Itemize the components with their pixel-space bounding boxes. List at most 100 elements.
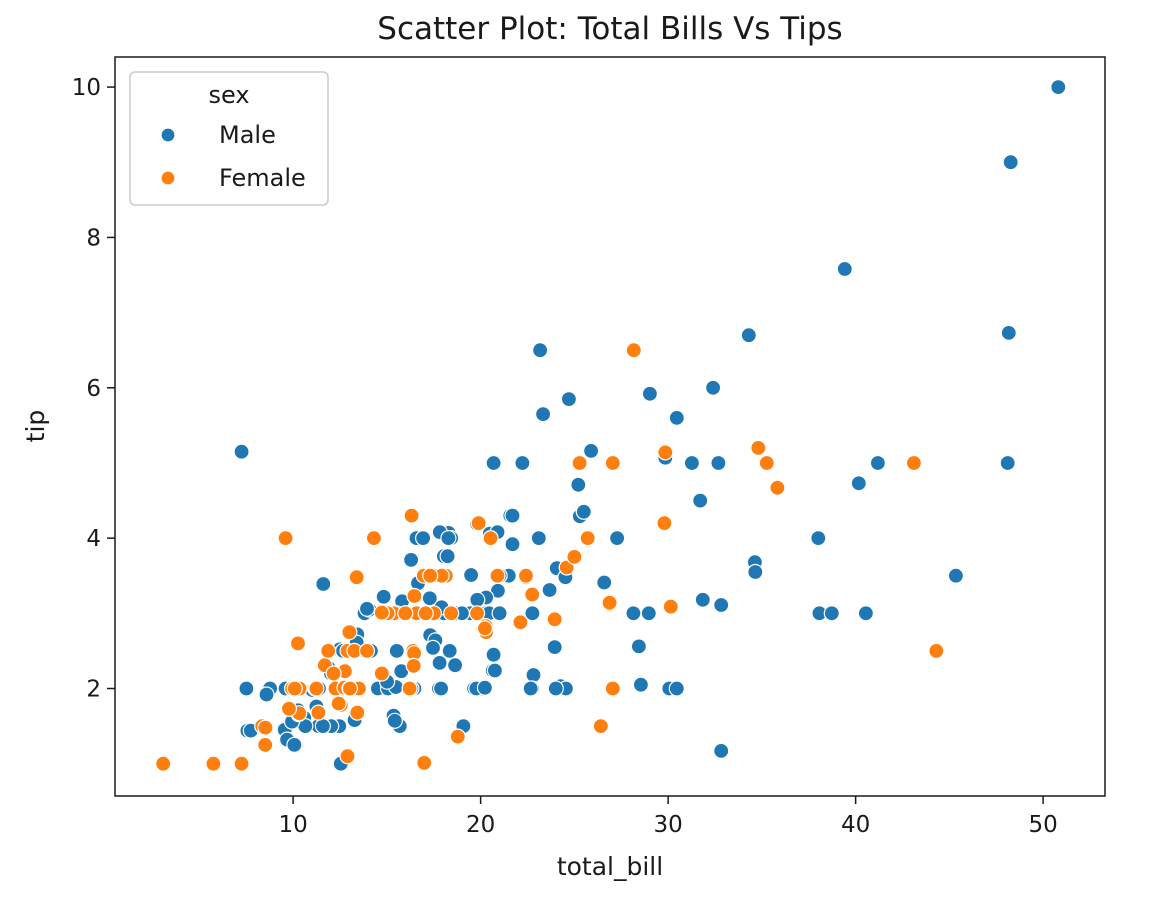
point-male: [1002, 154, 1019, 171]
point-female: [286, 680, 303, 697]
point-female: [308, 680, 325, 697]
y-tick-label: 10: [72, 75, 101, 101]
point-male: [424, 639, 442, 657]
point-female: [769, 479, 786, 496]
point-female: [482, 529, 499, 547]
point-female: [758, 454, 775, 472]
point-female: [339, 748, 356, 765]
point-male: [447, 657, 464, 674]
point-female: [592, 717, 609, 735]
point-male: [683, 454, 701, 472]
point-female: [320, 642, 337, 660]
point-male: [486, 662, 503, 679]
point-male: [747, 563, 764, 581]
legend: sex Male Female: [129, 71, 329, 206]
point-female: [469, 605, 486, 622]
point-female: [662, 598, 679, 615]
point-male: [514, 454, 531, 472]
point-female: [625, 342, 642, 359]
point-female: [403, 507, 420, 524]
point-male: [869, 454, 887, 472]
point-male: [823, 605, 840, 622]
data-points: [155, 78, 1067, 772]
point-female: [656, 514, 673, 532]
point-female: [397, 605, 414, 622]
point-male: [491, 605, 508, 622]
point-male: [433, 680, 450, 697]
point-female: [566, 548, 583, 566]
point-male: [439, 548, 456, 565]
point-male: [315, 575, 332, 593]
point-female: [280, 700, 298, 717]
point-male: [810, 529, 827, 547]
point-female: [233, 755, 250, 772]
point-female: [657, 444, 674, 461]
point-male: [582, 442, 600, 459]
point-female: [310, 704, 327, 721]
point-male: [713, 742, 730, 760]
point-male: [386, 712, 403, 729]
point-female: [417, 605, 434, 622]
axis-ticks: 10 20 30 40 50 2 4 6 8 10: [72, 75, 1058, 838]
point-female: [750, 439, 767, 456]
point-female: [341, 623, 358, 641]
y-tick-label: 4: [86, 526, 101, 552]
point-male: [999, 454, 1016, 472]
point-female: [470, 514, 487, 532]
point-male: [522, 680, 539, 697]
point-female: [604, 454, 621, 472]
point-male: [415, 529, 432, 547]
point-female: [489, 567, 506, 584]
point-female: [349, 704, 366, 721]
point-male: [947, 567, 965, 584]
point-male: [504, 536, 521, 553]
point-female: [373, 665, 390, 682]
legend-label-female: Female: [219, 164, 306, 192]
point-male: [608, 529, 626, 547]
point-male: [531, 342, 549, 359]
point-male: [358, 600, 376, 617]
point-male: [541, 581, 558, 599]
point-female: [517, 567, 535, 584]
point-male: [530, 529, 547, 547]
point-male: [641, 385, 659, 402]
point-male: [440, 529, 457, 547]
point-male: [258, 686, 275, 703]
point-female: [422, 567, 439, 584]
point-female: [512, 614, 529, 631]
point-male: [547, 680, 564, 697]
x-tick-label: 40: [841, 812, 870, 838]
point-male: [692, 492, 709, 509]
point-female: [524, 586, 541, 603]
y-tick-label: 6: [86, 376, 101, 402]
point-male: [546, 638, 563, 656]
point-female: [579, 529, 596, 547]
point-male: [596, 574, 613, 591]
chart-title: Scatter Plot: Total Bills Vs Tips: [377, 11, 842, 47]
point-male: [469, 591, 486, 608]
point-male: [560, 391, 578, 408]
point-male: [668, 680, 685, 697]
point-male: [485, 646, 502, 663]
point-female: [601, 594, 618, 611]
point-female: [365, 529, 382, 547]
y-tick-label: 2: [86, 676, 101, 702]
legend-marker-female: [160, 170, 176, 186]
point-male: [524, 605, 541, 622]
point-female: [406, 587, 423, 605]
point-male: [525, 666, 542, 684]
point-male: [421, 590, 438, 607]
point-male: [485, 454, 502, 472]
point-male: [710, 454, 727, 472]
point-male: [713, 596, 730, 614]
point-female: [330, 695, 347, 712]
point-female: [546, 611, 563, 628]
point-male: [857, 605, 875, 622]
point-male: [286, 736, 303, 754]
point-female: [341, 680, 358, 697]
x-tick-label: 50: [1028, 812, 1057, 838]
point-male: [314, 717, 331, 735]
point-female: [257, 736, 274, 754]
point-female: [257, 719, 274, 736]
